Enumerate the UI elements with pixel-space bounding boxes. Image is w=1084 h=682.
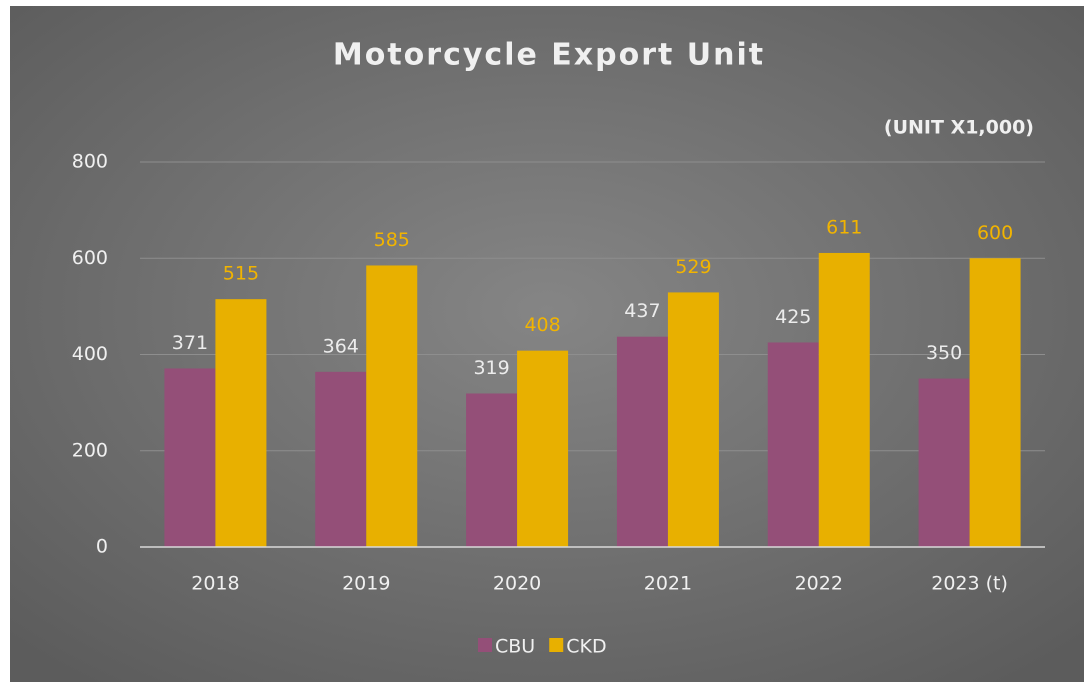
x-tick-label: 2023 (t)	[931, 573, 1008, 595]
data-label: 437	[624, 300, 660, 322]
x-tick-label: 2019	[342, 573, 390, 595]
data-label: 364	[323, 335, 359, 357]
bar	[767, 342, 819, 547]
data-label: 515	[223, 263, 259, 285]
bar	[918, 378, 970, 547]
chart-title: Motorcycle Export Unit	[333, 38, 765, 73]
legend-label: CBU	[495, 636, 535, 658]
y-tick-label: 800	[72, 151, 108, 173]
bar	[667, 292, 719, 547]
y-tick-label: 200	[72, 439, 108, 461]
legend-swatch	[478, 638, 492, 652]
legend-swatch	[549, 638, 564, 652]
data-label: 408	[524, 314, 560, 336]
bar	[366, 265, 418, 547]
data-label: 600	[977, 222, 1013, 244]
background	[10, 6, 1084, 682]
x-tick-label: 2020	[493, 573, 541, 595]
data-label: 350	[926, 342, 962, 364]
y-tick-label: 0	[96, 536, 108, 558]
data-label: 319	[473, 357, 509, 379]
x-tick-label: 2022	[795, 573, 843, 595]
legend-label: CKD	[566, 636, 606, 658]
bar	[818, 252, 870, 548]
bar	[164, 368, 216, 547]
data-label: 529	[675, 256, 711, 278]
x-tick-label: 2018	[191, 573, 239, 595]
data-label: 371	[172, 332, 208, 354]
bar	[969, 258, 1021, 547]
data-label: 425	[775, 306, 811, 328]
x-tick-label: 2021	[644, 573, 692, 595]
y-tick-label: 600	[72, 247, 108, 269]
bar	[215, 299, 267, 547]
bar	[616, 336, 668, 547]
y-tick-label: 400	[72, 343, 108, 365]
data-label: 611	[826, 216, 862, 238]
bar	[466, 393, 518, 547]
bar	[315, 371, 367, 547]
data-label: 585	[374, 229, 410, 251]
subtitle: (UNIT X1,000)	[884, 117, 1034, 139]
bar	[517, 350, 569, 547]
